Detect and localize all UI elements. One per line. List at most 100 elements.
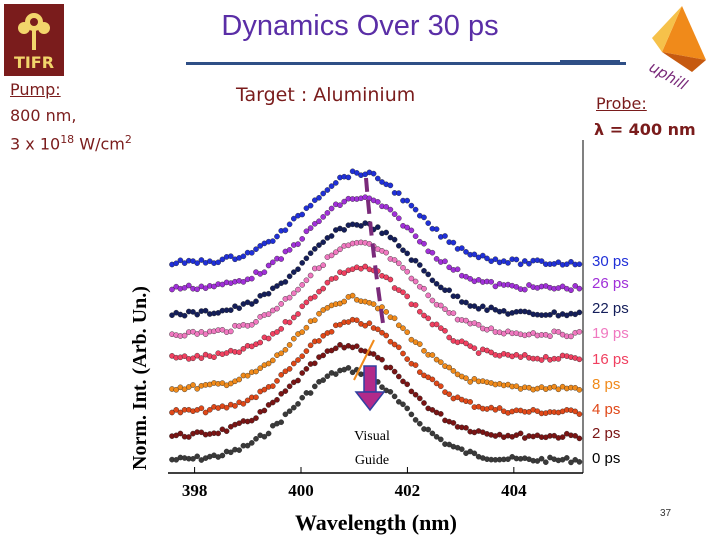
data-point (261, 433, 268, 440)
legend-entry: 0 ps (592, 450, 620, 467)
data-point (522, 258, 528, 264)
legend-entry: 22 ps (592, 300, 629, 317)
data-point (286, 294, 293, 301)
data-point (387, 182, 394, 189)
data-point (194, 260, 200, 266)
data-point (370, 351, 377, 357)
data-point (227, 328, 234, 335)
data-point (332, 180, 339, 186)
data-point (286, 273, 293, 280)
data-point (311, 383, 318, 390)
data-point (324, 187, 331, 193)
data-point (488, 278, 495, 285)
data-point (332, 345, 339, 352)
data-point (299, 211, 306, 218)
data-point (177, 430, 184, 437)
data-point (395, 322, 402, 329)
data-point (303, 324, 310, 331)
data-point (316, 338, 322, 344)
data-point (181, 312, 188, 319)
data-point (265, 262, 272, 269)
data-point (303, 299, 310, 306)
data-point (513, 383, 520, 390)
data-point (505, 260, 511, 266)
data-point (253, 246, 259, 252)
data-point (547, 333, 553, 340)
data-point (568, 459, 574, 466)
data-point (320, 214, 327, 220)
data-point (568, 258, 574, 265)
data-point (538, 258, 545, 264)
data-point (282, 388, 289, 394)
legend-entry: 26 ps (592, 275, 629, 292)
data-point (278, 371, 285, 378)
data-point (303, 348, 310, 354)
data-point (374, 326, 381, 333)
data-point (538, 455, 545, 462)
data-point (374, 175, 381, 182)
data-point (488, 325, 495, 332)
data-point (416, 395, 423, 402)
probe-label: Probe: (596, 94, 647, 113)
data-point (345, 174, 352, 181)
data-point (416, 262, 423, 268)
data-point (215, 310, 221, 316)
data-point (219, 452, 226, 459)
data-point (299, 394, 306, 401)
data-point (295, 401, 301, 407)
data-point (303, 228, 310, 235)
y-axis-label: Norm. Int. (Arb. Un.) (129, 286, 151, 470)
data-point (353, 170, 360, 176)
data-point (320, 377, 327, 383)
data-point (307, 390, 314, 396)
data-point (274, 283, 280, 289)
data-point (442, 327, 448, 334)
data-point (408, 336, 415, 343)
data-point (248, 440, 255, 446)
data-point (278, 419, 285, 426)
data-point (261, 269, 268, 276)
data-point (383, 332, 390, 339)
data-point (290, 335, 297, 342)
data-point (299, 236, 306, 242)
tifr-logo: TIFR (4, 4, 64, 76)
data-point (286, 247, 293, 253)
tifr-logo-text: TIFR (13, 53, 55, 72)
data-point (433, 280, 440, 287)
data-point (324, 279, 331, 286)
data-point (240, 279, 247, 285)
data-point (227, 253, 234, 260)
pump-intensity-unit-exp: 2 (124, 133, 132, 146)
data-point (408, 275, 415, 282)
series-19-ps (169, 239, 583, 340)
visual-guide-pointer (353, 339, 375, 381)
data-point (400, 247, 406, 253)
data-point (332, 275, 339, 281)
data-point (429, 376, 436, 383)
data-point (404, 405, 411, 412)
data-point (282, 411, 289, 418)
visual-guide-line (364, 177, 386, 331)
data-point (269, 285, 276, 292)
data-point (421, 240, 427, 247)
data-point (362, 322, 369, 329)
data-point (223, 404, 230, 411)
data-point (425, 426, 432, 433)
pump-intensity-exp: 18 (60, 133, 75, 146)
data-point (437, 436, 444, 443)
data-point (295, 241, 301, 247)
data-point (463, 424, 469, 431)
data-point (244, 397, 251, 404)
data-point (341, 298, 348, 305)
data-point (400, 401, 406, 408)
data-point (517, 430, 524, 437)
pump-wavelength: 800 nm, (10, 106, 77, 125)
data-point (425, 271, 432, 278)
data-point (253, 415, 259, 421)
data-point (269, 259, 276, 266)
data-point (202, 331, 209, 337)
data-point (253, 435, 259, 442)
data-point (484, 307, 490, 314)
data-point (299, 260, 306, 266)
data-point (328, 252, 335, 259)
